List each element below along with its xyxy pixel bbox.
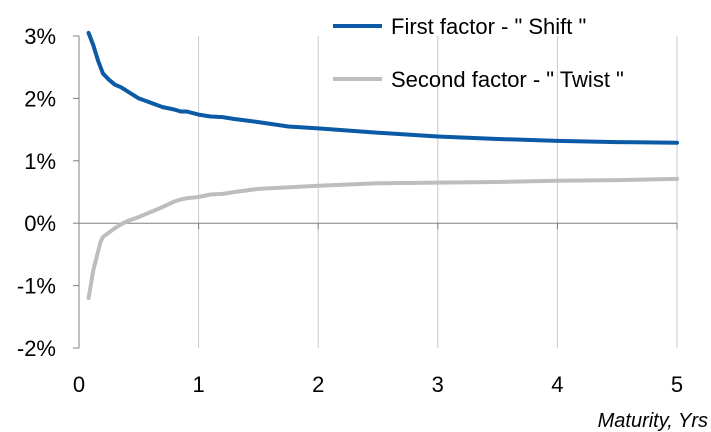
legend-label-1: First factor - " Shift "	[391, 14, 586, 39]
x-tick-label: 5	[671, 372, 683, 397]
tick-labels: 3% 2% 1% 0% -1% -2% 0 1 2 3 4 5	[17, 24, 683, 397]
series-layer	[86, 30, 679, 301]
legend-label-2: Second factor - " Twist "	[391, 67, 624, 92]
grid-layer	[198, 36, 678, 348]
x-tick-label: 4	[551, 372, 563, 397]
y-tick-label: 3%	[24, 24, 56, 49]
x-tick-label: 3	[432, 372, 444, 397]
y-tick-label: 0%	[24, 211, 56, 236]
x-tick-label: 0	[73, 372, 85, 397]
x-axis-title: Maturity, Yrs	[598, 410, 708, 432]
x-tick-label: 1	[192, 372, 204, 397]
series-line-2	[86, 176, 679, 301]
y-tick-label: 1%	[24, 149, 56, 174]
y-tick-label: -1%	[17, 274, 56, 299]
x-tick-label: 2	[312, 372, 324, 397]
y-tick-label: 2%	[24, 86, 56, 111]
series-line-1	[86, 30, 679, 145]
y-tick-label: -2%	[17, 336, 56, 361]
axis-layer	[73, 35, 678, 349]
legend: First factor - " Shift " Second factor - …	[333, 14, 624, 92]
